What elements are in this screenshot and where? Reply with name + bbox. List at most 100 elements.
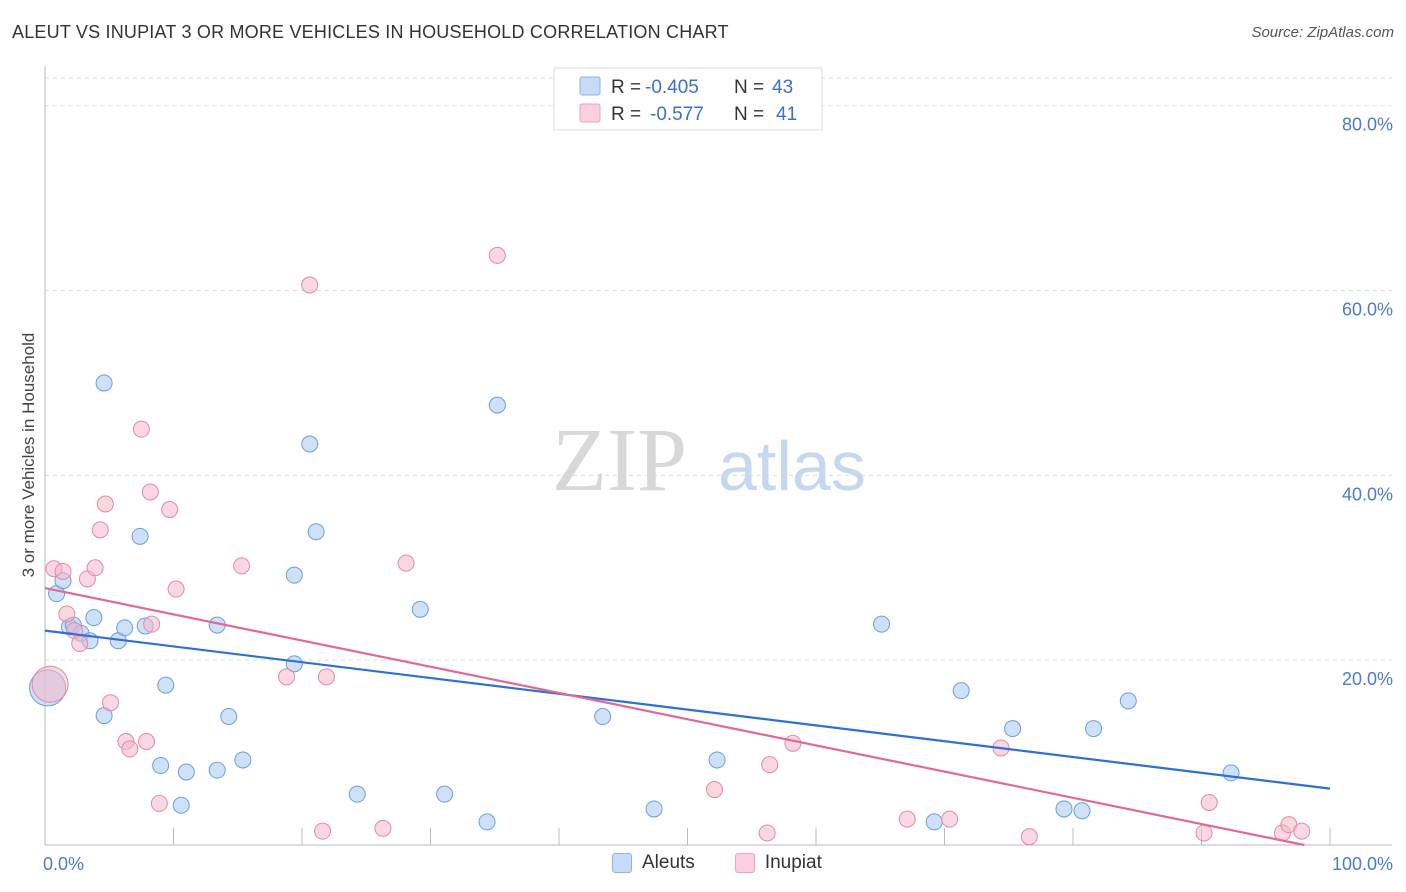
aleuts-point [1222, 764, 1240, 782]
y-tick-label: 40.0% [1342, 484, 1393, 504]
inupiat-trend-line [44, 587, 1305, 847]
aleuts-point [708, 751, 726, 769]
inupiat-point [54, 562, 72, 580]
legend-r-label-1: R = [611, 77, 641, 98]
y-tick-label: 80.0% [1342, 115, 1393, 135]
inupiat-swatch [734, 853, 755, 873]
aleuts-point [95, 374, 113, 392]
series-legend-aleuts: Aleuts [612, 852, 695, 874]
tick-labels: 20.0% 40.0% 60.0% 80.0% 0.0% 100.0% [43, 115, 1393, 874]
grid-lines [45, 77, 1392, 661]
inupiat-point [150, 794, 168, 812]
inupiat-point [167, 580, 185, 598]
watermark-zip: ZIP [552, 411, 687, 510]
inupiat-point [138, 733, 156, 751]
legend-r-label-2: R = [611, 104, 641, 125]
aleuts-point [594, 708, 612, 726]
data-points [29, 246, 1311, 846]
aleuts-point [1085, 720, 1103, 738]
axes [44, 66, 1392, 846]
chart-title: ALEUT VS INUPIAT 3 OR MORE VEHICLES IN H… [12, 22, 729, 42]
inupiat-point [488, 246, 506, 264]
aleuts-point [285, 566, 303, 584]
aleuts-point [1004, 720, 1022, 738]
aleuts-point [301, 435, 319, 453]
aleuts-point [85, 609, 103, 627]
aleuts-point [1119, 692, 1137, 710]
inupiat-point [301, 276, 319, 294]
aleuts-point [157, 676, 175, 694]
legend-n-label-1: N = [734, 77, 764, 98]
watermark-atlas: atlas [718, 427, 866, 505]
aleuts-trend-line [44, 629, 1331, 790]
inupiat-point [1195, 824, 1213, 842]
inupiat-point [161, 501, 179, 519]
aleuts-point [177, 763, 195, 781]
inupiat-point [314, 822, 332, 840]
y-tick-label: 60.0% [1342, 300, 1393, 320]
inupiat-point [132, 420, 150, 438]
y-axis-label: 3 or more Vehicles in Household [19, 333, 38, 578]
inupiat-point [1020, 828, 1038, 846]
aleuts-swatch [612, 853, 632, 873]
aleuts-point [307, 523, 325, 541]
inupiat-point [1293, 822, 1311, 840]
legend-r-value-2: -0.577 [650, 104, 704, 125]
x-tick-label: 100.0% [1332, 854, 1393, 874]
inupiat-point [784, 734, 802, 752]
inupiat-point [58, 605, 76, 623]
inupiat-point [1200, 793, 1218, 811]
aleuts-point [436, 785, 454, 803]
inupiat-point [141, 483, 159, 501]
aleuts-point [234, 751, 252, 769]
aleuts-point [952, 682, 970, 700]
inupiat-point [761, 756, 779, 774]
aleuts-point [116, 619, 134, 637]
inupiat-point [397, 554, 415, 572]
inupiat-point [317, 668, 335, 686]
inupiat-point [102, 694, 120, 712]
aleuts-point [152, 757, 170, 775]
inupiat-point [143, 615, 161, 633]
aleuts-point [925, 813, 943, 831]
inupiat-point [121, 740, 139, 758]
aleuts-point [873, 615, 891, 633]
series-legend: Aleuts Inupiat [612, 852, 822, 874]
source-credit: Source: ZipAtlas.com [1251, 24, 1394, 41]
inupiat-point [898, 810, 916, 828]
aleuts-point [131, 527, 149, 545]
inupiat-point [941, 810, 959, 828]
aleuts-point [220, 708, 238, 726]
aleuts-point [208, 761, 226, 779]
inupiat-point [71, 635, 89, 653]
watermark: ZIP atlas [552, 411, 866, 510]
aleuts-point [1073, 802, 1091, 820]
aleuts-label: Aleuts [642, 852, 695, 873]
inupiat-point [374, 819, 392, 837]
legend-n-label-2: N = [734, 104, 764, 125]
inupiat-point [86, 559, 104, 577]
series-legend-inupiat: Inupiat [734, 852, 822, 874]
inupiat-point [758, 824, 776, 842]
aleuts-point [478, 813, 496, 831]
inupiat-point [31, 665, 69, 703]
y-tick-label: 20.0% [1342, 669, 1393, 689]
legend-n-value-1: 43 [772, 77, 793, 98]
legend-swatch-inupiat [579, 103, 601, 123]
inupiat-label: Inupiat [764, 852, 822, 873]
legend-swatch-aleuts [579, 76, 601, 96]
correlation-legend: R = -0.405 N = 43 R = -0.577 N = 41 [553, 67, 823, 131]
aleuts-point [411, 600, 429, 618]
aleuts-point [1055, 800, 1073, 818]
inupiat-point [233, 557, 251, 575]
inupiat-point [91, 521, 109, 539]
inupiat-point [705, 781, 723, 799]
inupiat-point [96, 495, 114, 513]
legend-r-value-1: -0.405 [645, 77, 699, 98]
inupiat-point [278, 668, 296, 686]
legend-n-value-2: 41 [776, 104, 797, 125]
aleuts-point [488, 396, 506, 414]
aleuts-point [172, 796, 190, 814]
aleuts-point [645, 800, 663, 818]
